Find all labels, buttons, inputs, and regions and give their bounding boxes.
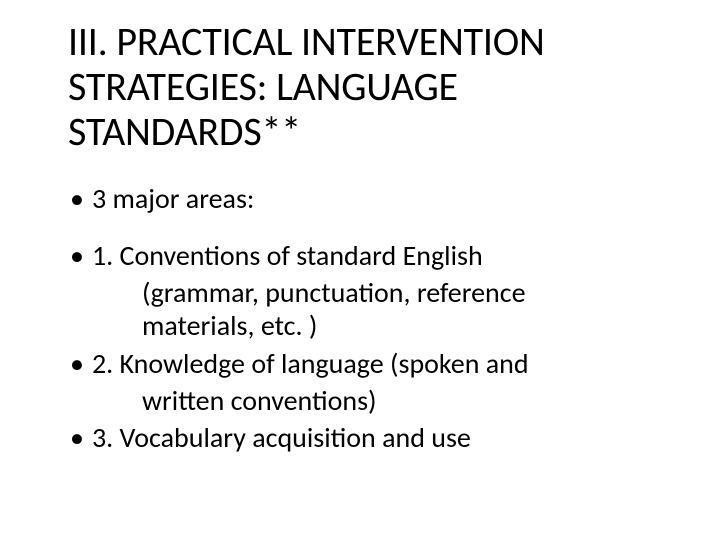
bullet-text: 1. Conventions of standard English bbox=[92, 239, 670, 272]
bullet-dot-icon: • bbox=[70, 182, 84, 215]
bullet-continuation: materials, etc. ) bbox=[70, 309, 670, 342]
bullet-dot-icon: • bbox=[70, 239, 84, 272]
bullet-line: • 2. Knowledge of language (spoken and bbox=[70, 347, 670, 380]
bullet-continuation: (grammar, punctuation, reference bbox=[70, 276, 670, 309]
slide: III. PRACTICAL INTERVENTION STRATEGIES: … bbox=[0, 0, 720, 540]
bullet-list: • 3 major areas: • 1. Conventions of sta… bbox=[68, 182, 670, 453]
list-item: • 1. Conventions of standard English (gr… bbox=[70, 239, 670, 342]
bullet-continuation: written conventions) bbox=[70, 384, 670, 417]
bullet-dot-icon: • bbox=[70, 421, 84, 454]
bullet-line: • 3. Vocabulary acquisition and use bbox=[70, 421, 670, 454]
slide-title: III. PRACTICAL INTERVENTION STRATEGIES: … bbox=[68, 20, 670, 154]
bullet-text: 3. Vocabulary acquisition and use bbox=[92, 421, 670, 454]
bullet-text: 3 major areas: bbox=[92, 182, 670, 215]
list-item: • 2. Knowledge of language (spoken and w… bbox=[70, 347, 670, 417]
bullet-line: • 1. Conventions of standard English bbox=[70, 239, 670, 272]
list-item: • 3. Vocabulary acquisition and use bbox=[70, 421, 670, 454]
bullet-dot-icon: • bbox=[70, 347, 84, 380]
bullet-text: 2. Knowledge of language (spoken and bbox=[92, 347, 670, 380]
bullet-intro: • 3 major areas: bbox=[70, 182, 670, 215]
